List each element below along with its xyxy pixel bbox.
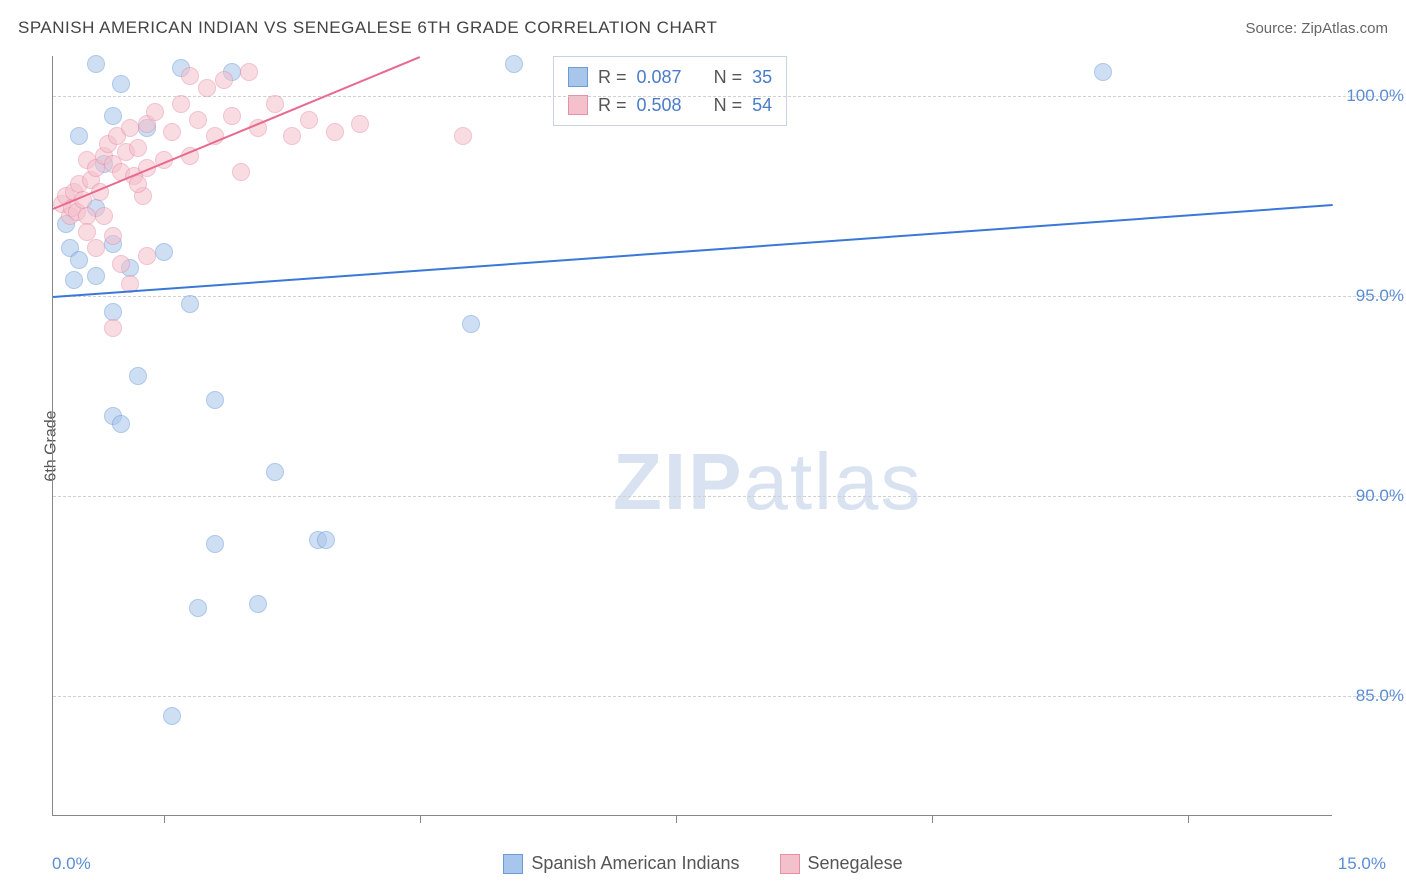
scatter-point	[266, 95, 284, 113]
scatter-point	[129, 175, 147, 193]
scatter-point	[104, 227, 122, 245]
scatter-point	[146, 103, 164, 121]
legend-swatch-1	[780, 854, 800, 874]
gridline-h	[53, 96, 1396, 97]
scatter-point	[462, 315, 480, 333]
scatter-point	[70, 251, 88, 269]
scatter-point	[129, 367, 147, 385]
scatter-point	[155, 243, 173, 261]
xtick	[676, 815, 677, 823]
scatter-point	[249, 595, 267, 613]
ytick-label: 95.0%	[1340, 286, 1404, 306]
ytick-label: 100.0%	[1340, 86, 1404, 106]
ytick-label: 90.0%	[1340, 486, 1404, 506]
stats-swatch-0	[568, 67, 588, 87]
scatter-point	[87, 267, 105, 285]
scatter-point	[65, 271, 83, 289]
xtick	[932, 815, 933, 823]
scatter-point	[112, 75, 130, 93]
scatter-point	[198, 79, 216, 97]
stats-row-0: R = 0.087 N = 35	[568, 63, 772, 91]
xtick	[420, 815, 421, 823]
scatter-point	[70, 127, 88, 145]
scatter-point	[223, 107, 241, 125]
scatter-point	[454, 127, 472, 145]
stats-n-label: N =	[714, 63, 743, 91]
scatter-point	[163, 123, 181, 141]
scatter-point	[112, 255, 130, 273]
scatter-point	[172, 95, 190, 113]
stats-n-value: 35	[752, 63, 772, 91]
watermark-bold: ZIP	[613, 437, 743, 526]
scatter-point	[87, 55, 105, 73]
chart-title: SPANISH AMERICAN INDIAN VS SENEGALESE 6T…	[18, 18, 717, 38]
chart-plot-area: ZIPatlas R = 0.087 N = 35 R = 0.508 N = …	[52, 56, 1332, 816]
stats-box: R = 0.087 N = 35 R = 0.508 N = 54	[553, 56, 787, 126]
scatter-point	[95, 207, 113, 225]
scatter-point	[266, 463, 284, 481]
scatter-point	[232, 163, 250, 181]
scatter-point	[163, 707, 181, 725]
scatter-point	[240, 63, 258, 81]
scatter-point	[189, 111, 207, 129]
ytick-label: 85.0%	[1340, 686, 1404, 706]
legend-item-1: Senegalese	[780, 853, 903, 874]
scatter-point	[112, 415, 130, 433]
stats-r-value: 0.087	[637, 63, 682, 91]
scatter-point	[189, 599, 207, 617]
xtick	[1188, 815, 1189, 823]
scatter-point	[283, 127, 301, 145]
legend-label-0: Spanish American Indians	[531, 853, 739, 874]
scatter-point	[138, 247, 156, 265]
watermark-light: atlas	[743, 437, 922, 526]
scatter-point	[1094, 63, 1112, 81]
scatter-point	[206, 391, 224, 409]
watermark: ZIPatlas	[613, 436, 922, 528]
scatter-point	[129, 139, 147, 157]
chart-header: SPANISH AMERICAN INDIAN VS SENEGALESE 6T…	[18, 18, 1388, 38]
gridline-h	[53, 296, 1396, 297]
xtick	[164, 815, 165, 823]
trend-line	[53, 204, 1333, 298]
scatter-point	[87, 239, 105, 257]
legend-swatch-0	[503, 854, 523, 874]
scatter-point	[351, 115, 369, 133]
chart-source: Source: ZipAtlas.com	[1245, 20, 1388, 37]
scatter-point	[104, 107, 122, 125]
scatter-point	[300, 111, 318, 129]
stats-r-label: R =	[598, 63, 627, 91]
stats-swatch-1	[568, 95, 588, 115]
scatter-point	[206, 535, 224, 553]
legend-item-0: Spanish American Indians	[503, 853, 739, 874]
scatter-point	[326, 123, 344, 141]
scatter-point	[181, 295, 199, 313]
scatter-point	[181, 67, 199, 85]
bottom-legend: Spanish American Indians Senegalese	[0, 853, 1406, 874]
scatter-point	[505, 55, 523, 73]
scatter-point	[104, 319, 122, 337]
gridline-h	[53, 696, 1396, 697]
scatter-point	[215, 71, 233, 89]
legend-label-1: Senegalese	[808, 853, 903, 874]
gridline-h	[53, 496, 1396, 497]
scatter-point	[121, 119, 139, 137]
scatter-point	[317, 531, 335, 549]
